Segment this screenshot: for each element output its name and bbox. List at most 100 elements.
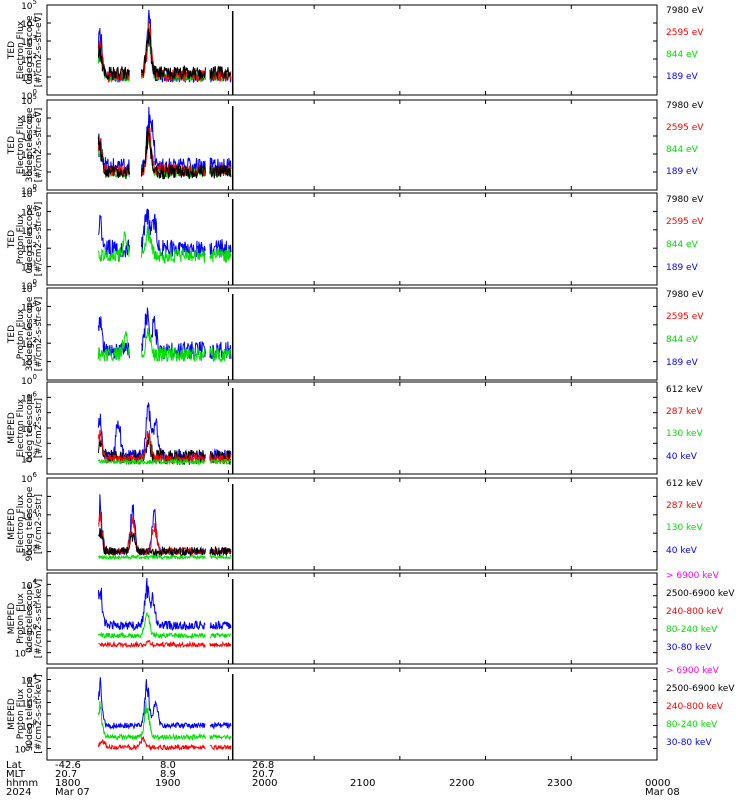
legend-entry: 80-240 keV xyxy=(666,720,718,730)
series-line-844-ev xyxy=(97,224,232,264)
series-line-130-kev xyxy=(98,553,232,561)
legend-entry: 240-800 keV xyxy=(666,702,724,712)
footer-year-label: 2024 xyxy=(6,787,31,798)
y-axis-label-line: 90deg telescope xyxy=(25,676,35,751)
y-axis-label-line: [#/cm2-s-str] xyxy=(34,494,44,554)
footer-hhmm-value: 2300 xyxy=(547,778,572,789)
y-axis-label-line: MEPED xyxy=(7,698,17,730)
legend-entry: 240-800 keV xyxy=(666,607,724,617)
legend-entry: 2595 eV xyxy=(666,28,704,38)
footer-mlt-value: 8.9 xyxy=(160,769,176,780)
series-line-287-kev xyxy=(97,429,232,464)
y-axis-label-line: TED xyxy=(7,41,17,60)
series-line-7980-ev xyxy=(97,28,232,81)
legend-entry: 287 keV xyxy=(666,501,703,511)
footer-hhmm-value: 0000 xyxy=(645,778,670,789)
y-axis-label-line: MEPED xyxy=(7,508,17,540)
y-axis-label-line: [#/cm2-s-str-eV] xyxy=(34,297,44,372)
y-tick-label: 106 xyxy=(21,471,37,485)
legend-entry: > 6900 keV xyxy=(666,666,720,676)
footer-date-value: Mar 08 xyxy=(645,787,680,798)
legend-entry: 130 keV xyxy=(666,429,703,439)
legend-entry: 189 eV xyxy=(666,167,699,177)
legend-entry: 189 eV xyxy=(666,263,699,273)
series-line-189-ev xyxy=(97,208,232,258)
legend-entry: 844 eV xyxy=(666,335,699,345)
footer-hhmm-value: 1900 xyxy=(155,778,180,789)
footer-hhmm-value: 2200 xyxy=(449,778,474,789)
y-axis-label-line: Proton Flux xyxy=(16,688,26,739)
legend-entry: 2500-6900 keV xyxy=(666,589,735,599)
series-line-80-240-kev xyxy=(97,612,232,640)
panel-frame xyxy=(46,4,658,96)
legend-entry: > 6900 keV xyxy=(666,571,720,581)
series-line-612-kev xyxy=(97,527,232,558)
footer-mlt-label: MLT xyxy=(6,769,26,780)
legend-entry: 80-240 keV xyxy=(666,625,718,635)
legend-entry: 40 keV xyxy=(666,546,698,556)
y-axis-label-line: Electron Flux xyxy=(16,494,26,553)
series-line-240-800-kev xyxy=(97,735,232,752)
legend-entry: 2500-6900 keV xyxy=(666,684,735,694)
y-axis-label-line: TED xyxy=(7,325,17,344)
y-axis-label-line: Electron Flux xyxy=(16,398,26,457)
panel-frame xyxy=(46,477,658,571)
series-line-30-80-kev xyxy=(97,577,232,632)
footer-date-value: Mar 07 xyxy=(55,787,90,798)
footer-lat-value: 8.0 xyxy=(160,760,176,771)
legend-entry: 287 keV xyxy=(666,407,703,417)
y-axis-label-line: 0deg telescope xyxy=(25,204,35,274)
legend-entry: 189 eV xyxy=(666,72,699,82)
legend-entry: 7980 eV xyxy=(666,6,704,16)
y-axis-label-line: Proton Flux xyxy=(16,308,26,359)
series-line-240-800-kev xyxy=(98,639,232,649)
series-line-844-ev xyxy=(97,327,232,364)
panel-frame xyxy=(46,287,658,381)
y-axis-label-line: TED xyxy=(7,230,17,249)
legend-entry: 612 keV xyxy=(666,479,703,489)
legend-entry: 30-80 keV xyxy=(666,738,712,748)
legend-entry: 30-80 keV xyxy=(666,643,712,653)
footer-ephemeris: Lat MLT hhmm 2024 -42.6 8.0 26.8 20.7 8.… xyxy=(6,760,680,798)
series-line-80-240-kev xyxy=(97,700,232,742)
legend-entry: 844 eV xyxy=(666,50,699,60)
footer-hhmm-value: 2100 xyxy=(350,778,375,789)
legend-entry: 2595 eV xyxy=(666,123,704,133)
y-axis-label-line: 0deg telescope xyxy=(25,15,35,85)
legend-entry: 844 eV xyxy=(666,145,699,155)
footer-hhmm-label: hhmm xyxy=(6,778,38,789)
y-tick-label: 105 xyxy=(21,0,37,12)
y-axis-label-line: MEPED xyxy=(7,603,17,635)
footer-lat-label: Lat xyxy=(6,760,22,771)
legend-entry: 40 keV xyxy=(666,452,698,462)
y-axis-label-line: [#/cm2-s-str-keV] xyxy=(34,674,44,753)
legend-entry: 844 eV xyxy=(666,240,699,250)
series-line-7980-ev xyxy=(97,126,232,180)
y-axis-label-line: 0deg telescope xyxy=(25,584,35,654)
y-axis-label-line: Proton Flux xyxy=(16,213,26,264)
legend-entry: 130 keV xyxy=(666,523,703,533)
y-axis-label-line: 90deg telescope xyxy=(25,486,35,561)
y-tick-label: 100 xyxy=(21,373,37,387)
panel-frame xyxy=(46,572,658,665)
legend-entry: 612 keV xyxy=(666,385,703,395)
panel-frame xyxy=(46,99,658,191)
y-axis-label-line: [#/cm2-s-str] xyxy=(34,398,44,458)
panel-frame xyxy=(46,192,658,286)
footer-mlt-value: 20.7 xyxy=(55,769,77,780)
legend-entry: 2595 eV xyxy=(666,217,704,227)
y-axis-label-line: 0deg telescope xyxy=(25,393,35,463)
y-axis-label-line: Electron Flux xyxy=(16,115,26,174)
footer-mlt-value: 20.7 xyxy=(252,769,274,780)
y-axis-label-line: Electron Flux xyxy=(16,20,26,79)
y-axis-label-line: [#/cm2-s-str-eV] xyxy=(34,13,44,88)
legend-entry: 7980 eV xyxy=(666,195,704,205)
